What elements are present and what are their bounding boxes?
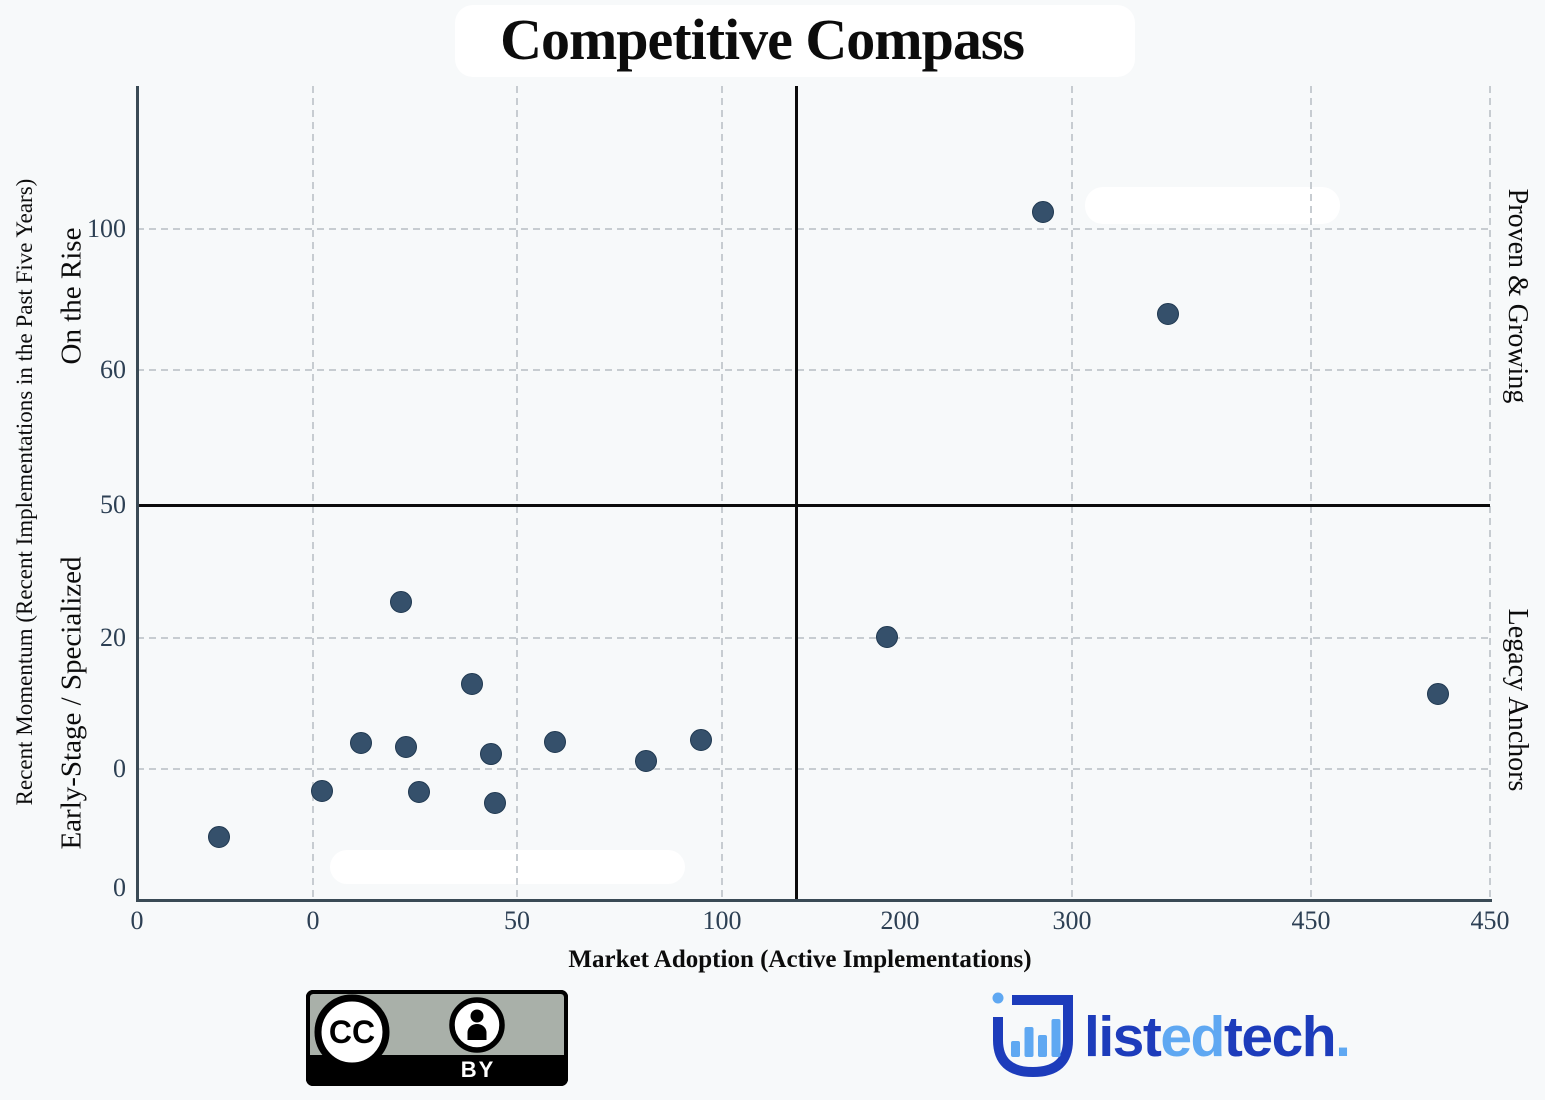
x-tick-label: 50 xyxy=(504,906,530,935)
whiteout-patch xyxy=(455,5,1135,77)
data-point xyxy=(690,729,712,751)
svg-text:CC: CC xyxy=(329,1014,375,1050)
plot-area xyxy=(137,86,1491,900)
y-tick-label: 0 xyxy=(113,754,126,783)
logo-dot-icon xyxy=(992,992,1004,1004)
attribution-person-icon xyxy=(449,997,505,1053)
y-axis-title: Recent Momentum (Recent Implementations … xyxy=(12,178,37,806)
whiteout-patch xyxy=(330,850,685,884)
y-tick-label: 100 xyxy=(87,214,126,243)
x-tick-label: 0 xyxy=(130,906,144,935)
v-gridline xyxy=(516,86,518,900)
data-point xyxy=(461,673,483,695)
x-tick-label: 450 xyxy=(1291,906,1331,935)
data-point xyxy=(390,591,412,613)
y-tick-label: 20 xyxy=(100,623,126,652)
data-point xyxy=(484,792,506,814)
whiteout-patch xyxy=(1085,187,1340,224)
x-axis-title: Market Adoption (Active Implementations) xyxy=(568,946,1032,973)
v-gridline xyxy=(721,86,723,900)
h-gridline xyxy=(137,369,1490,371)
cc-by-license-badge[interactable]: CC BY xyxy=(306,990,568,1086)
data-point xyxy=(1427,683,1449,705)
quadrant-divider-horizontal xyxy=(137,503,1490,507)
data-point xyxy=(544,731,566,753)
h-gridline xyxy=(137,228,1490,230)
x-tick-label: 450 xyxy=(1470,906,1510,935)
data-point xyxy=(876,626,898,648)
quadrant-label-on-the-rise: On the Rise xyxy=(55,227,88,365)
logo-shield-icon xyxy=(993,995,1073,1078)
data-point xyxy=(635,750,657,772)
y-tick-label: 60 xyxy=(100,355,126,384)
data-point xyxy=(350,732,372,754)
data-point xyxy=(395,736,417,758)
data-point xyxy=(1157,303,1179,325)
logo-wordmark: listedtech. xyxy=(1084,1005,1349,1069)
y-axis-line xyxy=(136,86,139,902)
y-tick-label: 0 xyxy=(113,873,126,902)
cc-logo-icon: CC xyxy=(314,994,390,1070)
cc-by-label: BY xyxy=(461,1057,496,1082)
quadrant-label-proven-growing: Proven & Growing xyxy=(1502,188,1533,404)
quadrant-divider-vertical xyxy=(794,86,798,900)
v-gridline xyxy=(1071,86,1073,900)
data-point xyxy=(311,780,333,802)
x-tick-label: 200 xyxy=(880,906,920,935)
h-gridline xyxy=(137,768,1490,770)
listedtech-logo[interactable]: listedtech. xyxy=(980,985,1410,1090)
logo-bars-icon xyxy=(1011,1019,1061,1057)
quadrant-label-early-stage: Early-Stage / Specialized xyxy=(55,556,88,850)
quadrant-label-legacy-anchors: Legacy Anchors xyxy=(1502,608,1533,792)
data-point xyxy=(1032,201,1054,223)
x-tick-label: 0 xyxy=(306,906,320,935)
data-point xyxy=(208,826,230,848)
v-gridline xyxy=(312,86,314,900)
y-tick-label: 50 xyxy=(100,490,126,519)
data-point xyxy=(408,781,430,803)
x-tick-label: 100 xyxy=(702,906,742,935)
chart-title: Competitive Compass xyxy=(500,7,1025,72)
v-gridline xyxy=(1310,86,1312,900)
data-point xyxy=(480,743,502,765)
v-gridline xyxy=(1489,86,1491,900)
h-gridline xyxy=(137,637,1490,639)
x-tick-label: 300 xyxy=(1052,906,1092,935)
x-axis-line xyxy=(136,899,1492,902)
